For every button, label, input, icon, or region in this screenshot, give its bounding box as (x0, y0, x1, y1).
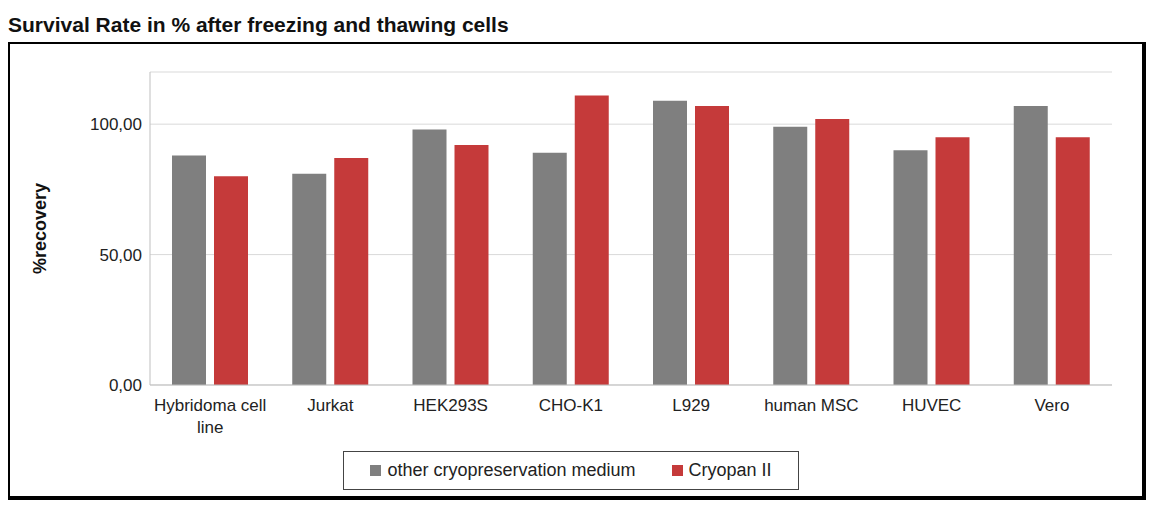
svg-text:line: line (197, 418, 223, 437)
svg-text:human MSC: human MSC (764, 396, 858, 415)
svg-text:L929: L929 (672, 396, 710, 415)
svg-text:50,00: 50,00 (99, 246, 142, 265)
svg-text:%recovery: %recovery (30, 183, 50, 274)
html-text:other cryopreservation medium: other cryopreservation medium (387, 460, 636, 480)
svg-text:Vero: Vero (1034, 396, 1069, 415)
svg-text:100,00: 100,00 (90, 115, 142, 134)
html-text:Cryopan II: Cryopan II (688, 460, 772, 480)
svg-text:HEK293S: HEK293S (413, 396, 488, 415)
svg-text:Jurkat: Jurkat (307, 396, 354, 415)
html-text:Survival Rate in % after freez: Survival Rate in % after freezing and th… (8, 13, 509, 36)
svg-text:HUVEC: HUVEC (902, 396, 962, 415)
svg-text:Hybridoma cell: Hybridoma cell (154, 396, 266, 415)
svg-text:0,00: 0,00 (109, 376, 142, 395)
svg-text:CHO-K1: CHO-K1 (539, 396, 603, 415)
